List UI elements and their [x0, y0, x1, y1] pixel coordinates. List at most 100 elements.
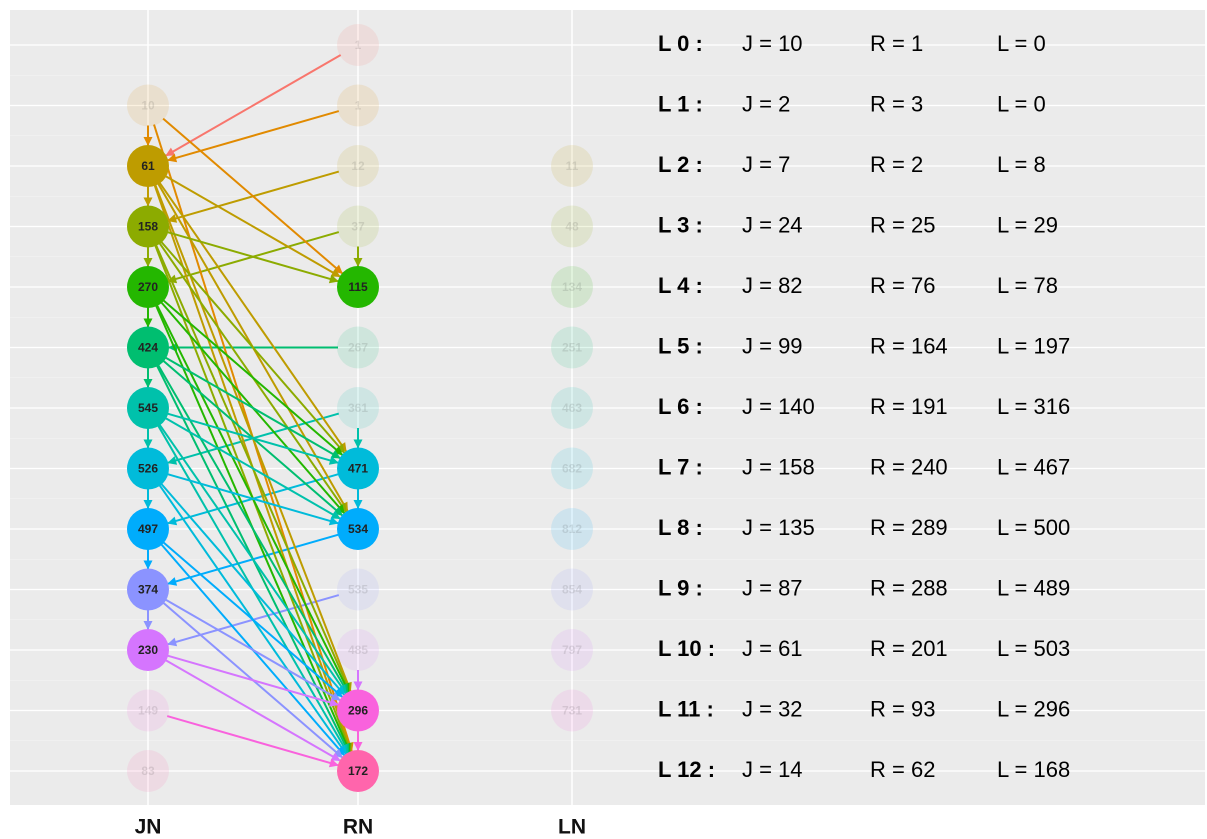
node-label: 526 — [138, 462, 158, 476]
column-label: JN — [135, 816, 162, 839]
node-label: 854 — [562, 583, 582, 597]
node — [551, 145, 593, 187]
edge — [160, 240, 346, 455]
node-label: 812 — [562, 522, 582, 536]
node-label: 12 — [351, 159, 365, 173]
edge — [160, 482, 346, 697]
node — [337, 326, 379, 369]
arrow-head — [335, 685, 345, 696]
node-label: 61 — [141, 159, 155, 173]
row-j: J = 87 — [742, 575, 803, 600]
node-label: 424 — [138, 341, 158, 355]
row-key: L 9 : — [658, 575, 703, 600]
node — [551, 508, 593, 550]
node — [127, 145, 169, 187]
arrow-head — [143, 379, 153, 388]
node-label: 471 — [348, 462, 368, 476]
arrow-head — [167, 456, 178, 465]
node-label: 270 — [138, 280, 158, 294]
node — [551, 447, 593, 490]
node — [337, 266, 379, 308]
arrow-head — [353, 258, 363, 267]
arrow-head — [330, 510, 341, 520]
node-label: 485 — [348, 643, 368, 657]
arrow-head — [328, 456, 339, 465]
arrow-head — [335, 504, 345, 514]
row-r: R = 93 — [870, 696, 935, 721]
arrow-head — [328, 758, 339, 768]
node — [127, 508, 169, 550]
edge — [166, 412, 340, 464]
row-r: R = 240 — [870, 454, 948, 479]
row-l: L = 0 — [997, 31, 1046, 56]
node — [337, 750, 379, 792]
node-label: 230 — [138, 643, 158, 657]
row-key: L 10 : — [658, 636, 715, 661]
node — [337, 387, 379, 429]
row-j: J = 158 — [742, 454, 815, 479]
row-r: R = 288 — [870, 575, 948, 600]
edge — [164, 54, 342, 157]
node — [127, 750, 169, 792]
node-label: 361 — [348, 401, 368, 415]
row-r: R = 3 — [870, 91, 923, 116]
row-j: J = 99 — [742, 333, 803, 358]
node — [551, 266, 593, 308]
arrow-head — [330, 752, 341, 762]
edge — [166, 654, 340, 706]
node — [551, 326, 593, 369]
row-j: J = 140 — [742, 394, 815, 419]
arrow-head — [353, 500, 363, 509]
row-j: J = 135 — [742, 515, 815, 540]
arrow-head — [335, 443, 345, 454]
row-key: L 3 : — [658, 212, 703, 237]
row-key: L 7 : — [658, 454, 703, 479]
edge — [164, 598, 342, 702]
row-l: L = 489 — [997, 575, 1070, 600]
row-j: J = 24 — [742, 212, 803, 237]
node-label: 374 — [138, 583, 158, 597]
node — [127, 447, 169, 490]
row-l: L = 168 — [997, 757, 1070, 782]
node-label: 251 — [562, 341, 582, 355]
row-r: R = 62 — [870, 757, 935, 782]
node — [551, 629, 593, 671]
node-label: 1 — [355, 38, 362, 52]
node-label: 10 — [141, 99, 155, 113]
node — [337, 205, 379, 248]
row-r: R = 201 — [870, 636, 948, 661]
edge — [166, 715, 340, 767]
arrow-head — [353, 439, 363, 449]
row-l: L = 500 — [997, 515, 1070, 540]
row-key: L 12 : — [658, 757, 715, 782]
node — [127, 568, 169, 611]
node — [127, 387, 169, 429]
node — [337, 629, 379, 671]
node — [337, 508, 379, 550]
row-l: L = 0 — [997, 91, 1046, 116]
row-r: R = 191 — [870, 394, 948, 419]
node-label: 37 — [351, 220, 365, 234]
arrow-head — [143, 258, 153, 267]
row-l: L = 8 — [997, 152, 1046, 177]
row-l: L = 316 — [997, 394, 1070, 419]
row-key: L 11 : — [658, 696, 714, 721]
row-l: L = 467 — [997, 454, 1070, 479]
arrow-head — [143, 439, 153, 449]
row-key: L 5 : — [658, 333, 703, 358]
node-label: 48 — [565, 220, 579, 234]
row-l: L = 29 — [997, 212, 1058, 237]
edge — [164, 417, 342, 520]
edge — [166, 231, 340, 283]
edge — [166, 110, 340, 162]
arrow-head — [165, 147, 176, 157]
arrow-head — [328, 274, 339, 284]
node-label: 11 — [566, 159, 579, 173]
edge — [162, 299, 344, 457]
row-j: J = 32 — [742, 696, 803, 721]
node-label: 463 — [562, 401, 582, 415]
edge — [162, 117, 344, 275]
row-r: R = 164 — [870, 333, 948, 358]
node — [127, 689, 169, 732]
node — [551, 387, 593, 429]
